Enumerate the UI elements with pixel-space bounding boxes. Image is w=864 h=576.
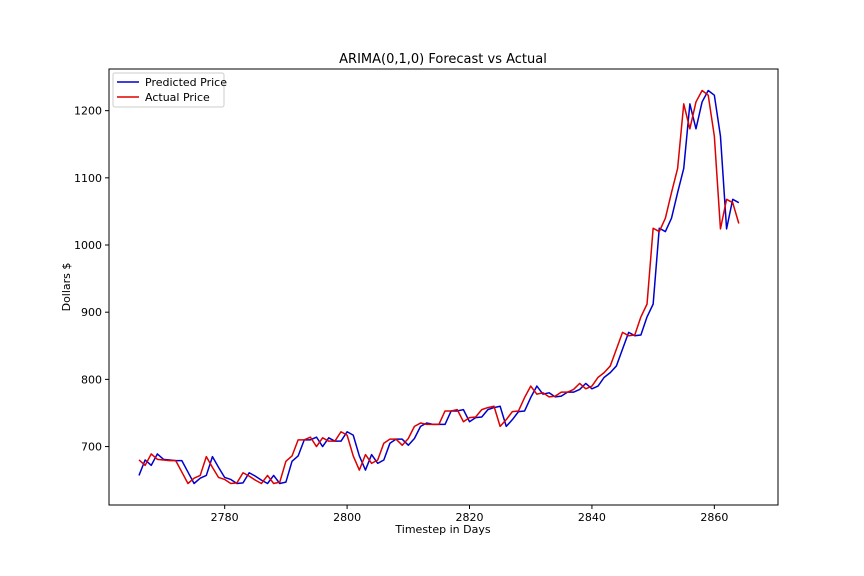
legend: Predicted Price Actual Price <box>112 72 227 108</box>
y-axis-label: Dollars $ <box>60 263 73 312</box>
plot-frame <box>108 68 779 506</box>
x-tick-label: 2800 <box>333 511 361 524</box>
legend-label-predicted: Predicted Price <box>145 76 227 89</box>
y-tick-label: 1000 <box>74 239 102 252</box>
chart-title: ARIMA(0,1,0) Forecast vs Actual <box>339 52 547 67</box>
x-tick-label: 2840 <box>578 511 606 524</box>
y-tick-label: 1100 <box>74 172 102 185</box>
y-axis: 700 800 900 1000 1100 1200 <box>74 105 109 454</box>
y-tick-label: 800 <box>81 373 102 386</box>
x-tick-label: 2820 <box>456 511 484 524</box>
y-tick-label: 1200 <box>74 105 102 118</box>
x-tick-label: 2780 <box>211 511 239 524</box>
y-tick-label: 900 <box>81 306 102 319</box>
x-tick-label: 2860 <box>700 511 728 524</box>
legend-box <box>112 72 225 108</box>
series-line-actual <box>138 89 740 485</box>
x-axis: 2780 2800 2820 2840 2860 <box>211 505 728 524</box>
x-axis-label: Timestep in Days <box>394 523 490 536</box>
y-tick-label: 700 <box>81 441 102 454</box>
plot-area <box>138 89 740 485</box>
legend-label-actual: Actual Price <box>145 91 210 104</box>
